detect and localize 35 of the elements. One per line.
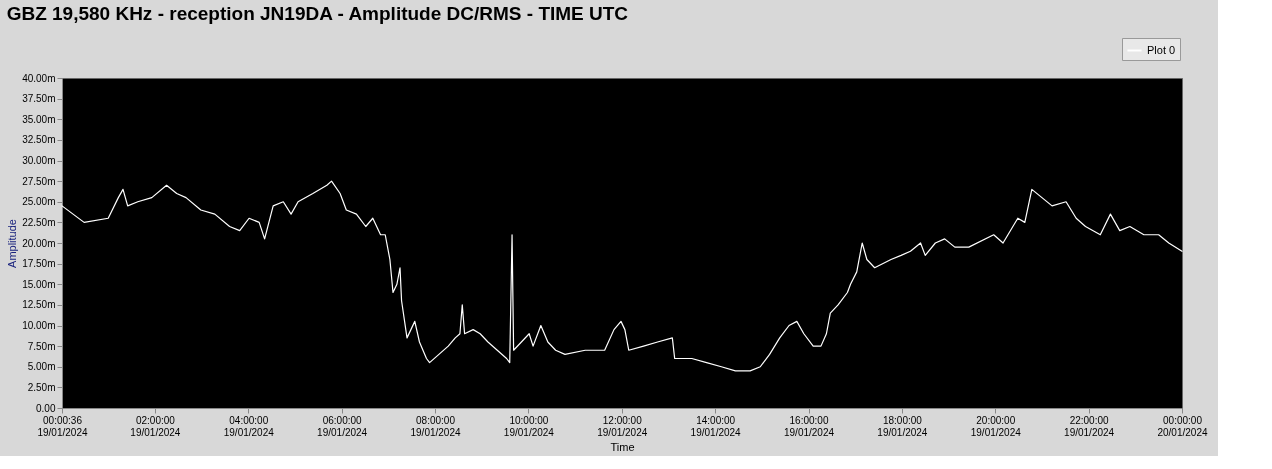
y-tick-label: 20.00m [22,237,56,249]
y-tick-label: 0.00 [36,402,56,414]
y-tick-label: 30.00m [22,155,56,166]
x-tick-label: 22:00:00 19/01/2024 [1064,414,1115,438]
y-tick-label: 35.00m [22,113,56,125]
x-tick-label: 02:00:00 19/01/2024 [130,414,181,438]
y-tick-label: 5.00m [27,361,56,373]
y-axis-title: Amplitude [6,219,19,268]
x-tick-label: 20:00:00 19/01/2024 [970,414,1022,438]
x-tick-label: 14:00:00 19/01/2024 [690,414,742,438]
y-tick-label: 40.00m [22,72,56,84]
y-tick-label: 25.00m [22,196,56,208]
x-tick-label: 00:00:00 20/01/2024 [1157,414,1208,438]
y-tick-label: 22.50m [22,216,56,228]
x-tick-label: 18:00:00 19/01/2024 [877,414,928,438]
y-tick-label: 7.50m [27,340,56,352]
y-tick-label: 2.50m [27,381,56,393]
y-tick-label: 15.00m [22,278,56,290]
y-tick-label: 12.50m [22,299,56,311]
x-tick-label: 00:00:36 19/01/2024 [37,414,88,438]
x-tick-label: 10:00:00 19/01/2024 [503,414,555,438]
y-tick-label: 37.50m [22,93,56,105]
y-tick-label: 10.00m [22,320,56,331]
chart-title: GBZ 19,580 KHz - reception JN19DA - Amplitude DC/RMS - TIME UTC [6,2,629,24]
y-tick-label: 32.50m [22,134,56,146]
line-series [61,180,1183,372]
x-tick-label: 16:00:00 19/01/2024 [783,414,835,438]
x-tick-label: 12:00:00 19/01/2024 [597,414,648,438]
x-tick-label: 06:00:00 19/01/2024 [317,414,368,438]
y-tick-label: 27.50m [22,175,56,187]
legend-label: Plot 0 [1147,43,1176,56]
x-tick-label: 04:00:00 19/01/2024 [223,414,275,438]
x-tick-label: 08:00:00 19/01/2024 [410,414,461,438]
x-axis-title: Time [610,440,635,453]
y-tick-label: 17.50m [22,258,56,270]
